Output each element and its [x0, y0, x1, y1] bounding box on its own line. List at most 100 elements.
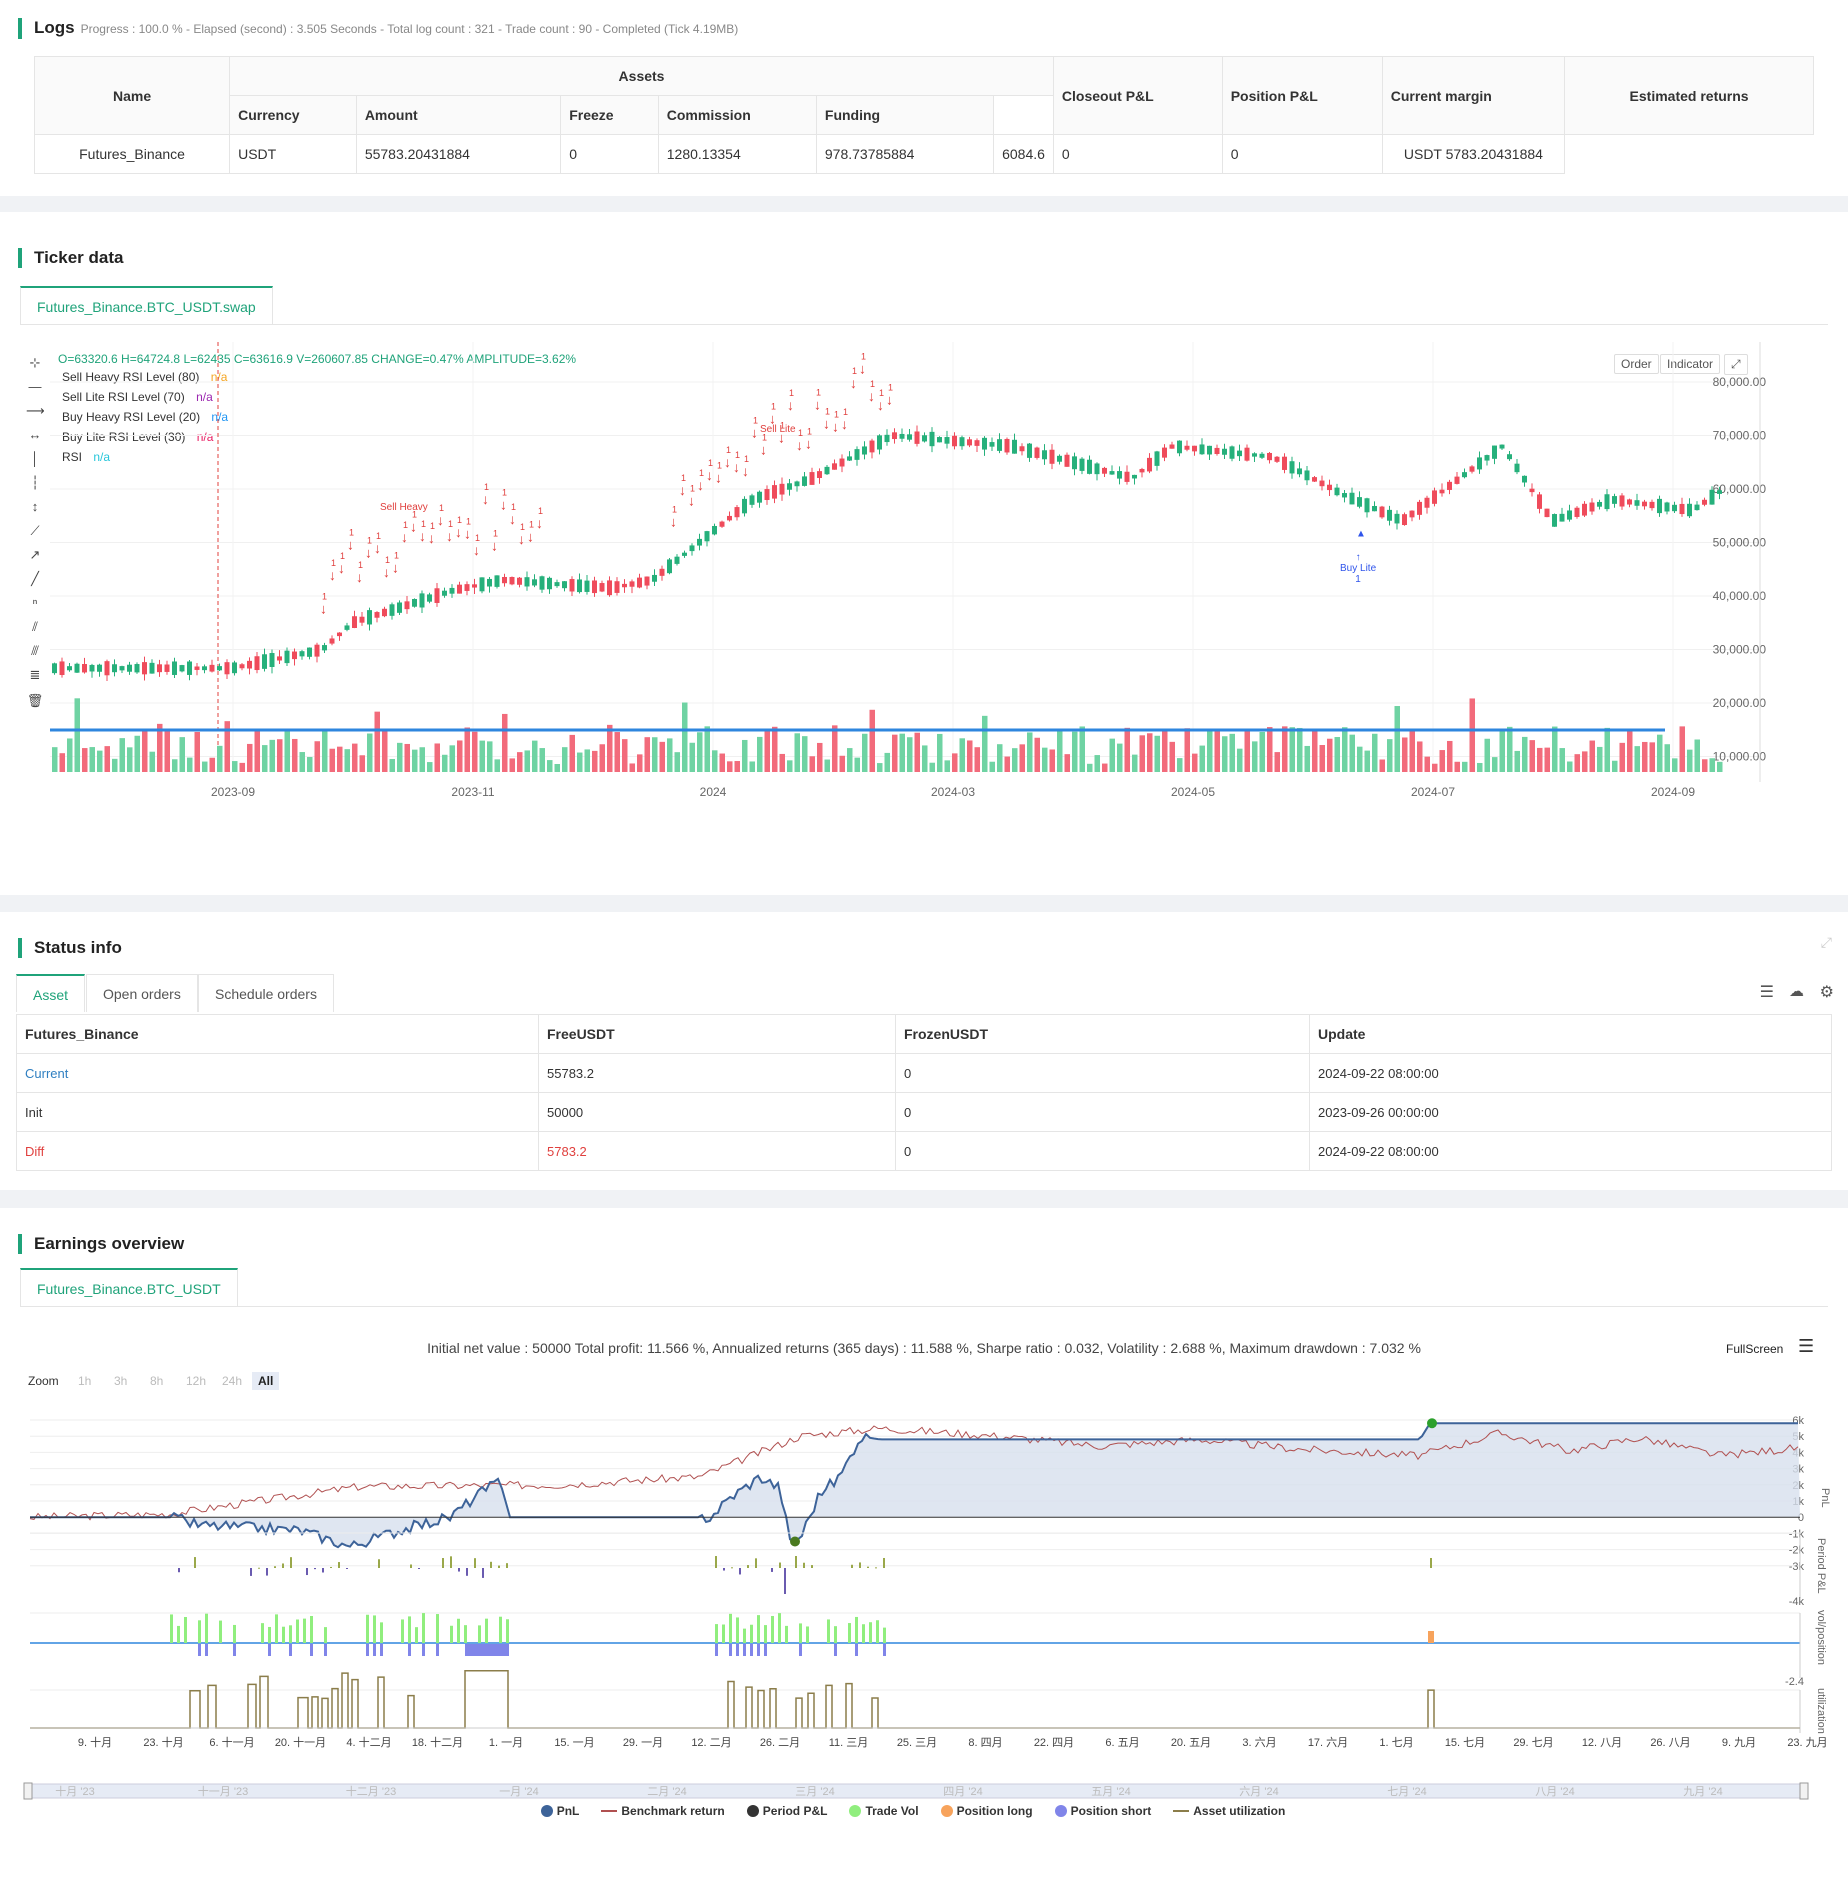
volume-bar [1012, 748, 1018, 772]
benchmark-line [29, 1425, 1799, 1521]
legend-item-6[interactable]: Asset utilization [1173, 1804, 1285, 1818]
cloud-download-icon[interactable]: ☁ [1789, 983, 1804, 1000]
legend-item-5[interactable]: Position short [1054, 1804, 1151, 1818]
indicator-0[interactable]: Sell Heavy RSI Level (80) n/a [62, 370, 227, 384]
volume-bar [614, 732, 620, 772]
navigator-tick-label: 七月 '24 [1387, 1785, 1426, 1798]
position-short-bar [422, 1644, 425, 1656]
cell-commission: 1280.13354 [657, 134, 817, 174]
horizontal-line-icon[interactable]: — [28, 379, 42, 394]
candle [944, 437, 950, 444]
volume-bar [1409, 730, 1415, 772]
expand-icon[interactable]: ⤢ [1724, 354, 1748, 375]
volume-bar [532, 740, 538, 772]
candle [472, 584, 477, 588]
parallel-channel-icon[interactable]: ⫽ [32, 619, 38, 634]
segment-icon[interactable]: ╱ [31, 571, 39, 586]
gear-icon[interactable]: ⚙ [1819, 984, 1834, 1001]
trend-line-icon[interactable]: ⟋ [30, 523, 40, 538]
volume-bar [577, 752, 583, 772]
price-label-icon[interactable]: ⁿ [32, 595, 38, 610]
position-short-bar [855, 1644, 858, 1656]
candle [1597, 501, 1602, 507]
candle [1229, 446, 1235, 459]
sell-count: 1 [520, 522, 525, 532]
trade-vol-bar [198, 1620, 201, 1643]
tab-schedule-orders[interactable]: Schedule orders [198, 974, 334, 1012]
volume-bar [1529, 740, 1535, 772]
navigator-tick-label: 四月 '24 [943, 1786, 982, 1798]
sell-count: 1 [753, 416, 758, 426]
tab-open-orders[interactable]: Open orders [86, 974, 198, 1012]
candle [292, 651, 297, 660]
x-tick-label: 6. 五月 [1105, 1737, 1139, 1749]
zoom-all[interactable]: All [252, 1372, 280, 1390]
period-bar [250, 1568, 252, 1576]
candle [1709, 489, 1715, 505]
vertical-line-icon[interactable]: │ [30, 451, 40, 466]
legend-item-3[interactable]: Trade Vol [849, 1804, 919, 1818]
zoom-12h[interactable]: 12h [186, 1374, 207, 1388]
volume-bar [1027, 732, 1033, 772]
x-tick-label: 23. 九月 [1787, 1736, 1827, 1749]
indicator-button[interactable]: Indicator [1660, 354, 1721, 374]
sell-arrow-icon: ↓ [491, 537, 498, 553]
zoom-8h[interactable]: 8h [150, 1374, 164, 1388]
indicator-4[interactable]: RSI n/a [62, 450, 110, 464]
volume-bar [217, 745, 223, 772]
candle [899, 433, 905, 439]
period-bar [306, 1568, 308, 1576]
trash-icon[interactable]: 🗑 [26, 693, 44, 708]
volume-bar [1349, 734, 1355, 772]
indicator-1[interactable]: Sell Lite RSI Level (70) n/a [62, 390, 213, 404]
candle [277, 656, 282, 661]
zoom-3h[interactable]: 3h [114, 1374, 128, 1388]
extended-line-icon[interactable]: ↔ [28, 427, 42, 442]
volume-bar [284, 730, 290, 772]
indicator-2[interactable]: Buy Heavy RSI Level (20) n/a [62, 410, 228, 424]
expand-icon[interactable]: ⤢ [1820, 934, 1832, 950]
position-short-bar [373, 1644, 376, 1656]
order-button[interactable]: Order [1614, 354, 1659, 374]
volume-bar [644, 737, 650, 772]
candle [839, 458, 845, 467]
candle [1567, 510, 1572, 520]
tab-ticker-symbol[interactable]: Futures_Binance.BTC_USDT.swap [20, 286, 273, 324]
ray-icon[interactable]: ↗ [29, 547, 41, 562]
vertical-segment-icon[interactable]: ┆ [31, 475, 39, 490]
volume-bar [262, 745, 268, 772]
fib-icon[interactable]: ⫻ [31, 643, 39, 658]
zoom-1h[interactable]: 1h [78, 1374, 92, 1388]
period-tick-label: -4k [1789, 1596, 1805, 1608]
sell-count: 1 [861, 351, 866, 361]
zoom-24h[interactable]: 24h [222, 1374, 243, 1388]
menu-icon[interactable]: ☰ [1759, 984, 1774, 1001]
tab-asset[interactable]: Asset [16, 974, 86, 1012]
tab-earnings-symbol[interactable]: Futures_Binance.BTC_USDT [20, 1268, 238, 1306]
legend-item-0[interactable]: PnL [540, 1804, 579, 1818]
sell-arrow-icon: ↓ [509, 511, 516, 527]
x-tick-label: 11. 三月 [829, 1737, 869, 1749]
chart-menu-icon[interactable]: ☰ [1798, 1336, 1815, 1356]
indicator-3[interactable]: Buy Lite RSI Level (30) n/a [62, 430, 213, 444]
crosshair-icon[interactable]: ⊹ [29, 355, 41, 370]
legend-item-4[interactable]: Position long [940, 1804, 1033, 1818]
legend-item-2[interactable]: Period P&L [746, 1804, 827, 1818]
fib-levels-icon[interactable]: ≣ [29, 667, 41, 682]
volume-bar [1064, 754, 1070, 772]
volume-bar [1387, 739, 1393, 772]
candle [1199, 444, 1205, 455]
volume-bar [1124, 727, 1130, 772]
sell-arrow-icon: ↓ [697, 477, 704, 493]
col-update: Update [1309, 1014, 1832, 1054]
candle [1034, 447, 1040, 458]
horizontal-ray-icon[interactable]: ⟶ [26, 403, 45, 418]
candle [232, 662, 237, 674]
candle [674, 556, 680, 564]
range-icon[interactable]: ↕ [31, 499, 39, 514]
legend-item-1[interactable]: Benchmark return [601, 1804, 725, 1818]
candle [1619, 495, 1625, 507]
fullscreen-button[interactable]: FullScreen [1726, 1342, 1784, 1356]
candle [1694, 504, 1700, 511]
volume-bar [487, 741, 493, 772]
